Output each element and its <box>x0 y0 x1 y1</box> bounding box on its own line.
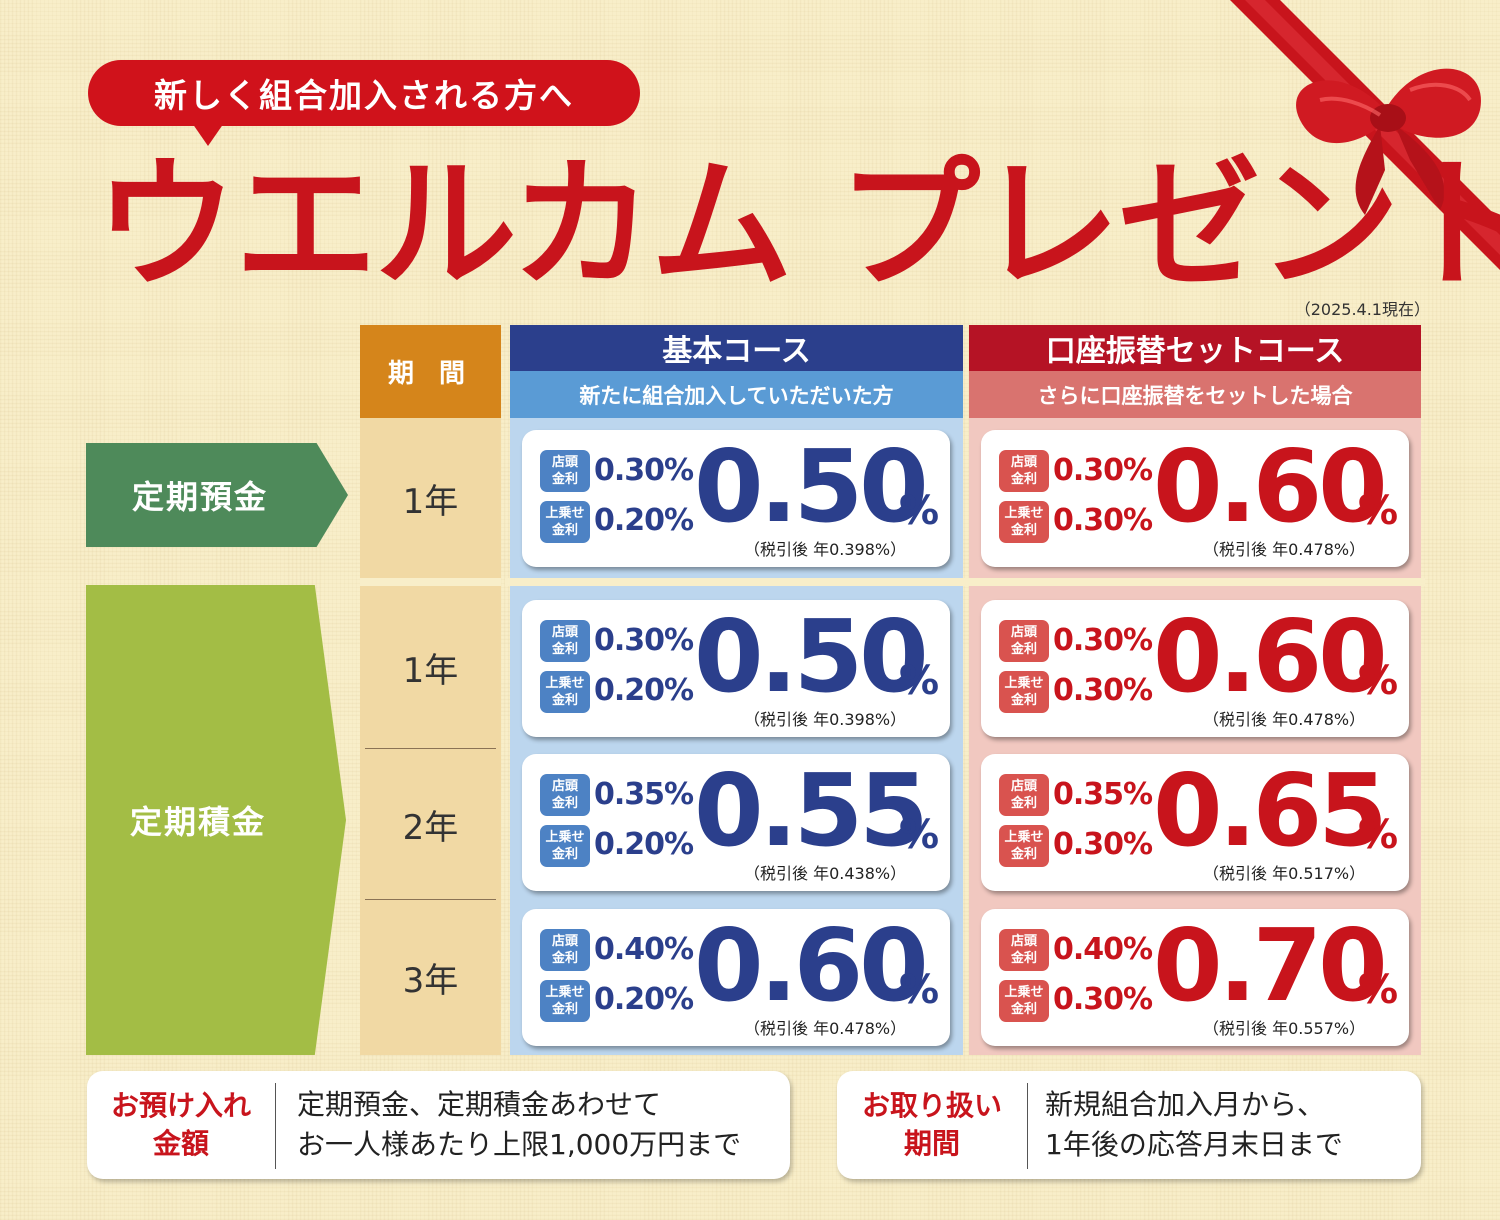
percent-sign: % <box>899 967 940 1013</box>
bonus-rate-badge: 上乗せ 金利 <box>999 501 1049 543</box>
total-rate: 0.50 <box>694 428 929 545</box>
category-label: 定期預金 <box>132 478 269 516</box>
total-rate: 0.60 <box>694 907 929 1024</box>
divider <box>1027 1083 1028 1169</box>
category-divider <box>505 578 1425 586</box>
store-rate-badge: 店頭 金利 <box>540 620 590 662</box>
store-rate-badge: 店頭 金利 <box>540 929 590 971</box>
store-rate-badge: 店頭 金利 <box>999 929 1049 971</box>
rate-card-set: 店頭 金利 0.30% 上乗せ 金利 0.30% 0.60 % （税引後 年0.47… <box>981 428 1409 567</box>
handling-period-text: 新規組合加入月から、 1年後の応答月末日まで <box>1045 1088 1343 1161</box>
after-tax-rate: （税引後 年0.557%） <box>1203 1019 1366 1038</box>
after-tax-rate: （税引後 年0.478%） <box>1203 540 1366 559</box>
bonus-rate: 0.30% <box>1053 503 1153 538</box>
percent-sign: % <box>1358 658 1399 704</box>
percent-sign: % <box>1358 967 1399 1013</box>
store-rate: 0.30% <box>1053 453 1153 488</box>
target-audience-pill: 新しく組合加入される方へ <box>88 60 640 126</box>
store-rate-badge: 店頭 金利 <box>540 450 590 492</box>
page-title: ウエルカム プレゼント <box>95 142 1500 308</box>
rate-card-basic: 店頭 金利 0.30% 上乗せ 金利 0.20% 0.50 % （税引後 年0.39… <box>522 428 950 567</box>
total-rate: 0.55 <box>694 752 929 869</box>
deposit-limit-box: お預け入れ 金額 定期預金、定期積金あわせて お一人様あたり上限1,000万円ま… <box>87 1071 790 1179</box>
store-rate: 0.35% <box>594 777 694 812</box>
store-rate: 0.40% <box>1053 932 1153 967</box>
bonus-rate-badge: 上乗せ 金利 <box>999 980 1049 1022</box>
percent-sign: % <box>899 488 940 534</box>
after-tax-rate: （税引後 年0.398%） <box>744 540 907 559</box>
store-rate: 0.30% <box>1053 623 1153 658</box>
category-fixed-deposit: 定期預金 <box>86 443 348 547</box>
category-label: 定期積金 <box>130 803 267 841</box>
store-rate: 0.30% <box>594 623 694 658</box>
rate-card-set: 店頭 金利 0.35% 上乗せ 金利 0.30% 0.65 % （税引後 年0.51… <box>981 752 1409 891</box>
category-installment-savings: 定期積金 <box>86 585 346 1055</box>
bonus-rate-badge: 上乗せ 金利 <box>540 980 590 1022</box>
percent-sign: % <box>1358 488 1399 534</box>
rate-card-basic: 店頭 金利 0.35% 上乗せ 金利 0.20% 0.55 % （税引後 年0.43… <box>522 752 950 891</box>
basic-course-header: 基本コース <box>510 325 963 371</box>
bonus-rate-badge: 上乗せ 金利 <box>540 825 590 867</box>
bonus-rate-badge: 上乗せ 金利 <box>540 501 590 543</box>
rate-card-basic: 店頭 金利 0.40% 上乗せ 金利 0.20% 0.60 % （税引後 年0.47… <box>522 907 950 1046</box>
percent-sign: % <box>899 658 940 704</box>
after-tax-rate: （税引後 年0.478%） <box>1203 710 1366 729</box>
period-cell: 2年 <box>402 807 459 848</box>
store-rate: 0.30% <box>594 453 694 488</box>
bonus-rate: 0.20% <box>594 982 694 1017</box>
store-rate-badge: 店頭 金利 <box>999 774 1049 816</box>
handling-period-box: お取り扱い 期間 新規組合加入月から、 1年後の応答月末日まで <box>837 1071 1421 1179</box>
after-tax-rate: （税引後 年0.398%） <box>744 710 907 729</box>
basic-course-subheader: 新たに組合加入していただいた方 <box>510 371 963 418</box>
after-tax-rate: （税引後 年0.478%） <box>744 1019 907 1038</box>
period-divider <box>365 748 496 749</box>
store-rate: 0.35% <box>1053 777 1153 812</box>
deposit-limit-text: 定期預金、定期積金あわせて お一人様あたり上限1,000万円まで <box>297 1088 742 1161</box>
period-category-divider <box>360 578 501 586</box>
period-cell: 3年 <box>402 961 459 1001</box>
period-header: 期 間 <box>360 325 501 418</box>
bonus-rate: 0.20% <box>594 503 694 538</box>
period-divider <box>365 899 496 900</box>
deposit-limit-label: お預け入れ 金額 <box>110 1089 251 1160</box>
store-rate: 0.40% <box>594 932 694 967</box>
rate-card-set: 店頭 金利 0.30% 上乗せ 金利 0.30% 0.60 % （税引後 年0.47… <box>981 598 1409 737</box>
red-ribbon-bow-icon <box>1230 0 1500 270</box>
set-course-header: 口座振替セットコース <box>969 325 1421 371</box>
bonus-rate: 0.20% <box>594 673 694 708</box>
total-rate: 0.65 <box>1153 752 1388 869</box>
rate-card-set: 店頭 金利 0.40% 上乗せ 金利 0.30% 0.70 % （税引後 年0.55… <box>981 907 1409 1046</box>
bonus-rate: 0.30% <box>1053 982 1153 1017</box>
period-cell: 1年 <box>402 481 459 522</box>
total-rate: 0.70 <box>1153 907 1388 1024</box>
percent-sign: % <box>899 812 940 858</box>
as-of-date: （2025.4.1現在） <box>1294 300 1430 319</box>
period-column <box>360 418 501 1055</box>
store-rate-badge: 店頭 金利 <box>999 620 1049 662</box>
pill-pointer <box>190 120 226 146</box>
total-rate: 0.50 <box>694 598 929 715</box>
store-rate-badge: 店頭 金利 <box>540 774 590 816</box>
bonus-rate: 0.20% <box>594 827 694 862</box>
after-tax-rate: （税引後 年0.517%） <box>1203 864 1366 883</box>
bonus-rate-badge: 上乗せ 金利 <box>999 825 1049 867</box>
store-rate-badge: 店頭 金利 <box>999 450 1049 492</box>
bonus-rate-badge: 上乗せ 金利 <box>540 671 590 713</box>
bonus-rate: 0.30% <box>1053 827 1153 862</box>
total-rate: 0.60 <box>1153 428 1388 545</box>
after-tax-rate: （税引後 年0.438%） <box>744 864 907 883</box>
percent-sign: % <box>1358 812 1399 858</box>
bonus-rate: 0.30% <box>1053 673 1153 708</box>
period-cell: 1年 <box>402 650 459 691</box>
set-course-subheader: さらに口座振替をセットした場合 <box>969 371 1421 418</box>
rate-card-basic: 店頭 金利 0.30% 上乗せ 金利 0.20% 0.50 % （税引後 年0.39… <box>522 598 950 737</box>
handling-period-label: お取り扱い 期間 <box>861 1089 1002 1160</box>
divider <box>275 1083 276 1169</box>
total-rate: 0.60 <box>1153 598 1388 715</box>
bonus-rate-badge: 上乗せ 金利 <box>999 671 1049 713</box>
